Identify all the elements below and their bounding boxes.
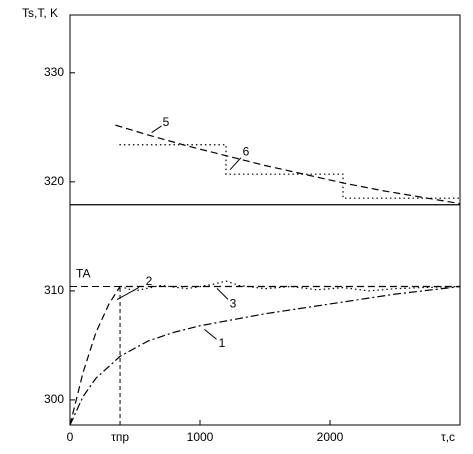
- series-line: [69, 285, 461, 426]
- series-line: [119, 144, 460, 199]
- x-tick-label: 1000: [187, 430, 214, 444]
- series-label: 5: [163, 115, 170, 129]
- series-label: 6: [243, 144, 250, 158]
- x-axis-label: τ,c: [441, 430, 455, 444]
- x-tick-label: 2000: [317, 430, 344, 444]
- series-label: 2: [146, 274, 153, 288]
- y-tick-label: 300: [44, 392, 64, 406]
- tau-pr-label: τпр: [111, 430, 129, 444]
- plot-frame: [69, 14, 461, 426]
- label-leader: [216, 287, 229, 300]
- y-tick-label: 330: [44, 65, 64, 79]
- series-label: 3: [230, 297, 237, 311]
- label-leader: [204, 328, 217, 340]
- y-axis-label: Ts,T, K: [22, 6, 58, 20]
- label-leader: [229, 157, 242, 171]
- ta-label: TA: [76, 267, 90, 281]
- series-line: [115, 124, 461, 205]
- series-line: [69, 285, 460, 426]
- series-label: 1: [219, 336, 226, 350]
- label-leader: [151, 125, 162, 133]
- x-tick-label: 0: [67, 430, 74, 444]
- label-leader: [116, 287, 140, 301]
- y-tick-label: 310: [44, 283, 64, 297]
- series-line: [119, 280, 461, 292]
- y-tick-label: 320: [44, 174, 64, 188]
